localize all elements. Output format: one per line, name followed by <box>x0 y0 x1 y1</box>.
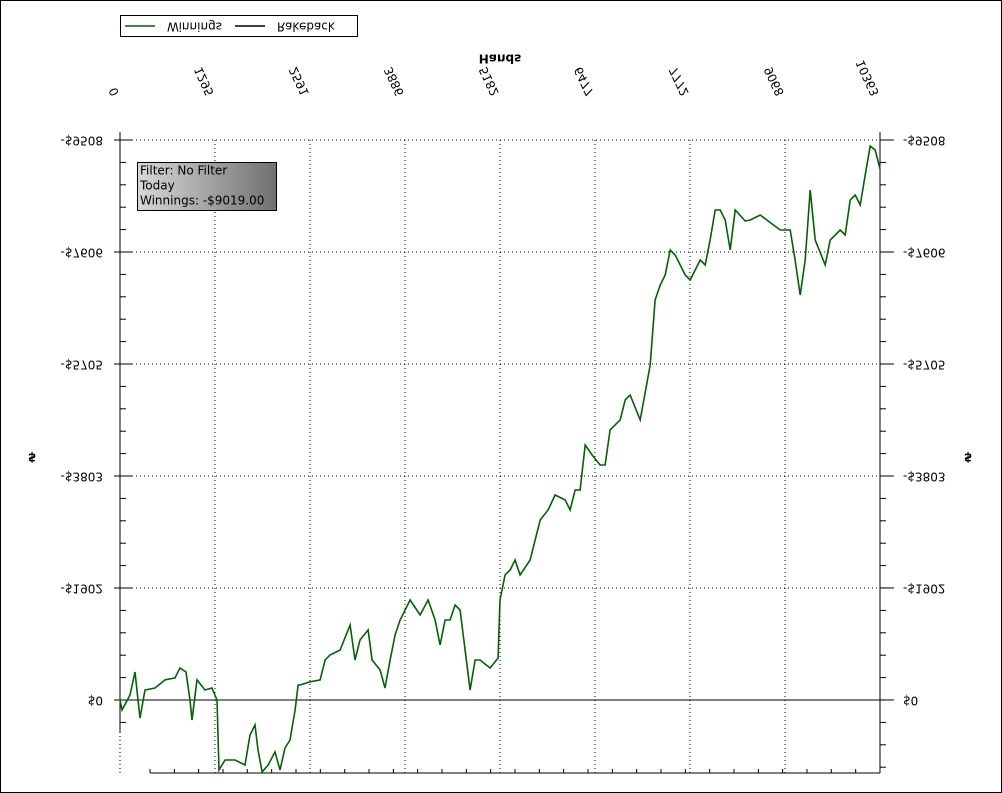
y-tick-label: -$3803 <box>60 469 103 483</box>
info-text: Filter: No Filter <box>140 164 227 178</box>
y-tick-label: $0 <box>903 693 918 707</box>
y-tick-label: -$5705 <box>903 357 946 371</box>
series-line <box>119 144 881 774</box>
info-text: Today <box>139 179 175 193</box>
legend-label: Winnings <box>167 20 222 34</box>
y-tick-label: -$7606 <box>60 246 103 260</box>
y-tick-label: -$3803 <box>903 469 946 483</box>
y-tick-label: -$1902 <box>903 581 946 595</box>
y-tick-label: -$1902 <box>60 581 103 595</box>
y-tick-label: -$7606 <box>903 246 946 260</box>
y-tick-label: $0 <box>88 693 103 707</box>
y-tick-label: -$9508 <box>60 134 103 148</box>
x-axis-title: Hands <box>479 52 521 66</box>
y-axis-title: $ <box>964 451 972 465</box>
y-tick-label: -$9508 <box>903 134 946 148</box>
legend-label: Rakeback <box>277 20 335 34</box>
y-axis-title: $ <box>28 451 36 465</box>
y-tick-label: -$5705 <box>60 357 103 371</box>
info-box <box>137 162 277 211</box>
info-text: Winnings: -$9019.00 <box>140 194 264 208</box>
